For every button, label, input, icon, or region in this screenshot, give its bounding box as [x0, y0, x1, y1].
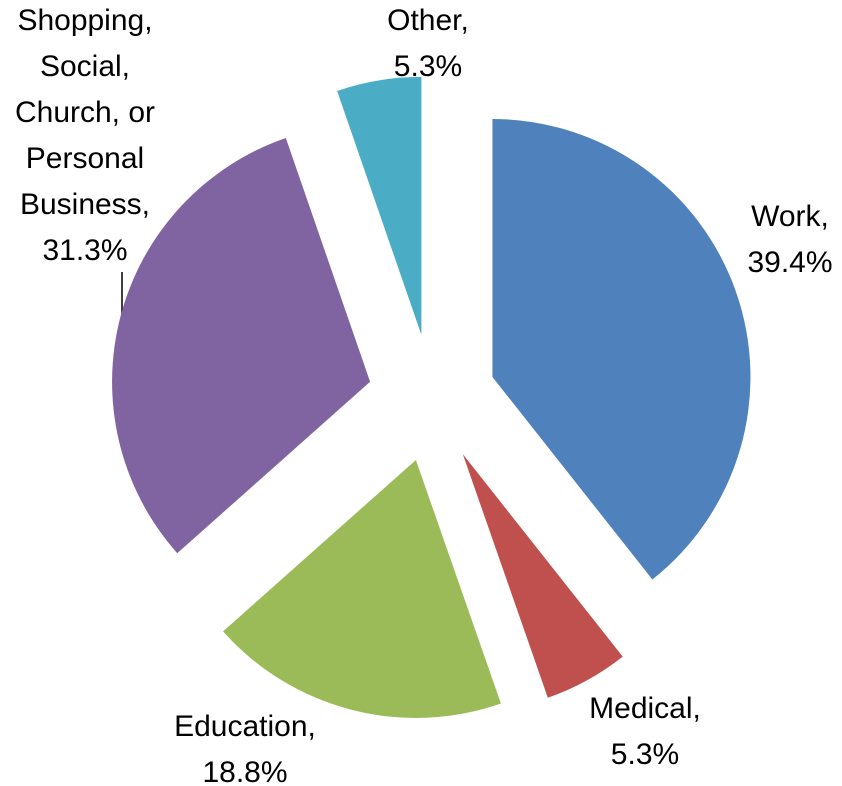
pie-slice — [223, 459, 501, 718]
category-label: Medical, — [589, 692, 701, 725]
category-label: Other, — [387, 4, 469, 37]
category-label: Shopping, Social, Church, or Personal Busine… — [15, 4, 155, 221]
value-label: 5.3% — [394, 50, 462, 83]
pie-slice — [337, 76, 422, 335]
category-label: Work, — [751, 200, 829, 233]
pie-slice — [112, 137, 371, 554]
value-label: 31.3% — [42, 234, 127, 267]
pie-slice — [462, 454, 623, 698]
category-label: Education, — [174, 710, 316, 743]
pie-slice — [492, 119, 751, 580]
value-label: 18.8% — [202, 756, 287, 786]
value-label: 39.4% — [747, 246, 832, 279]
value-label: 5.3% — [611, 738, 679, 771]
